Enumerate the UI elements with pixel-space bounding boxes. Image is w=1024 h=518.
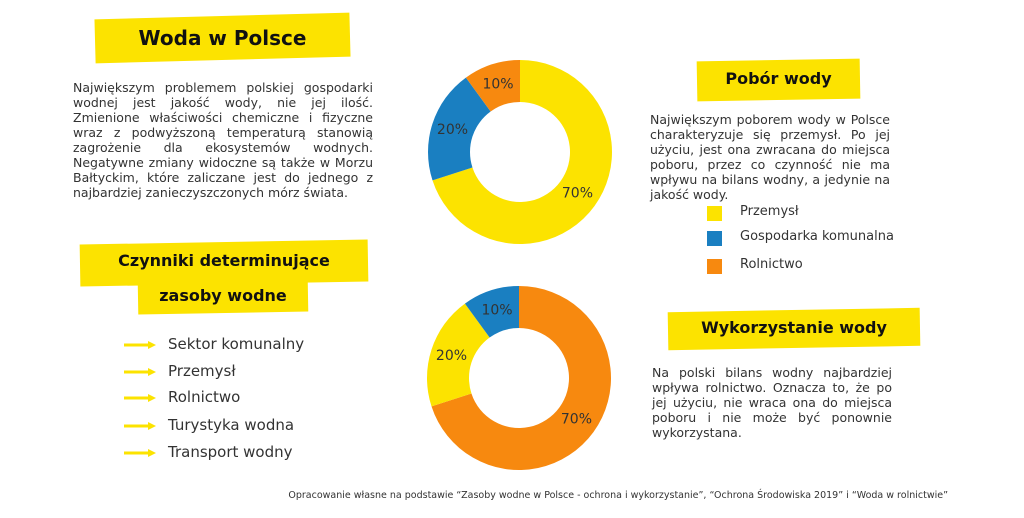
- factors-title: zasoby wodne: [159, 286, 287, 305]
- value-label: 20%: [437, 122, 468, 138]
- donut-slice: [427, 303, 490, 407]
- usage-title: Wykorzystanie wody: [701, 318, 887, 337]
- factors-title: Czynniki determinujące: [118, 251, 330, 270]
- legend-swatch: [707, 259, 722, 274]
- legend-label: Rolnictwo: [740, 257, 803, 272]
- value-label: 70%: [561, 412, 592, 428]
- list-item: Przemysł: [168, 362, 236, 380]
- value-label: 10%: [482, 76, 513, 92]
- value-label: 70%: [562, 186, 593, 202]
- footer: Opracowanie własne na podstawie “Zasoby …: [288, 490, 948, 501]
- legend-swatch: [707, 231, 722, 246]
- arrow-head: [148, 394, 156, 402]
- donut-slice: [432, 60, 612, 244]
- value-label: 20%: [436, 348, 467, 364]
- donut-slice: [464, 286, 519, 338]
- intro-text: Największym problemem polskiej gospodark…: [73, 80, 373, 200]
- value-label: 10%: [481, 302, 512, 318]
- intake-text: Największym poborem wody w Polsce charak…: [650, 112, 890, 202]
- arrow-head: [148, 341, 156, 349]
- usage-text: Na polski bilans wodny najbardziej wpływ…: [652, 365, 892, 440]
- arrow-head: [148, 368, 156, 376]
- main-title: Woda w Polsce: [138, 26, 307, 50]
- list-item: Sektor komunalny: [168, 335, 305, 353]
- donut-slice: [465, 60, 520, 112]
- intake-title: Pobór wody: [725, 69, 832, 88]
- donut-slice: [431, 286, 611, 470]
- legend-label: Przemysł: [740, 204, 799, 219]
- legend-swatch: [707, 206, 722, 221]
- legend-label: Gospodarka komunalna: [740, 229, 894, 244]
- arrow-head: [148, 422, 156, 430]
- donut-slice: [428, 77, 491, 181]
- list-item: Rolnictwo: [168, 388, 241, 406]
- list-item: Transport wodny: [168, 443, 293, 461]
- arrow-head: [148, 449, 156, 457]
- list-item: Turystyka wodna: [168, 416, 295, 434]
